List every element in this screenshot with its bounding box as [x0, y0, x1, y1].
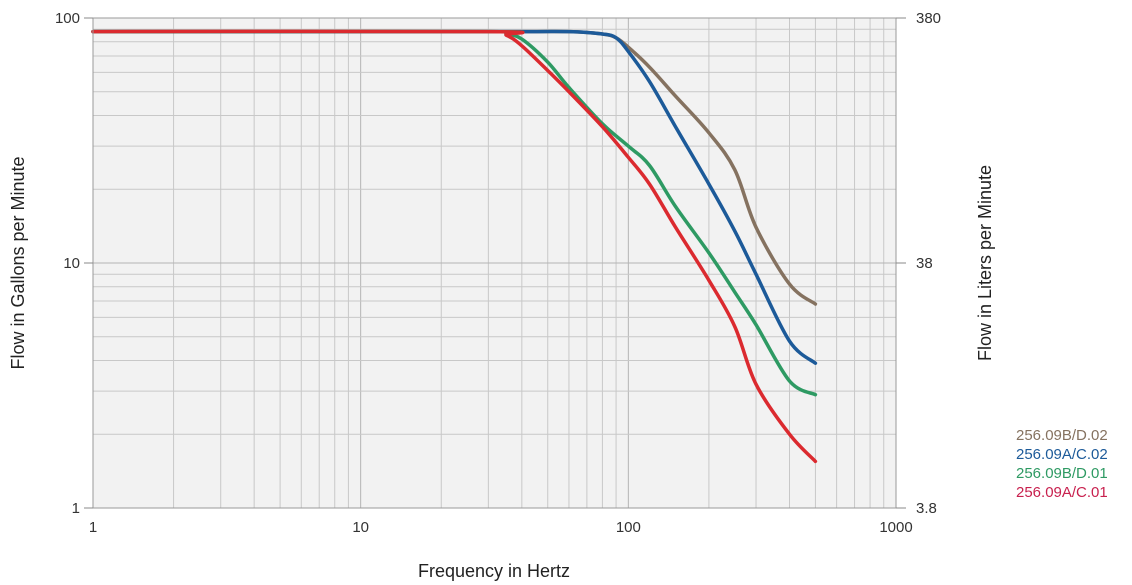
- legend-item-256-09b-d-01: 256.09B/D.01: [1016, 465, 1108, 482]
- x-tick-label: 100: [616, 519, 641, 536]
- y2-axis-title: Flow in Liters per Minute: [975, 165, 995, 361]
- x-tick-label: 1: [89, 519, 97, 536]
- legend-item-256-09a-c-01: 256.09A/C.01: [1016, 484, 1108, 501]
- series-layer: [91, 29, 818, 464]
- y2-tick-label: 3.8: [916, 500, 937, 517]
- y-tick-label: 1: [72, 500, 80, 517]
- legend-item-256-09b-d-02: 256.09B/D.02: [1016, 427, 1108, 444]
- x-axis-title: Frequency in Hertz: [418, 561, 570, 581]
- legend-item-256-09a-c-02: 256.09A/C.02: [1016, 446, 1108, 463]
- x-tick-label: 1000: [879, 519, 912, 536]
- y2-tick-label: 380: [916, 10, 941, 27]
- x-tick-label: 10: [352, 519, 369, 536]
- y-tick-label: 10: [63, 255, 80, 272]
- legend: 256.09B/D.02 256.09A/C.02 256.09B/D.01 2…: [1016, 426, 1108, 502]
- y2-tick-label: 38: [916, 255, 933, 272]
- tick-labels: 1 10 100 1000 1 10 100 3.8 38 380: [55, 10, 941, 536]
- y-axis-title: Flow in Gallons per Minute: [8, 156, 28, 369]
- series-line-256-09a-c-01: [91, 29, 818, 464]
- y-tick-label: 100: [55, 10, 80, 27]
